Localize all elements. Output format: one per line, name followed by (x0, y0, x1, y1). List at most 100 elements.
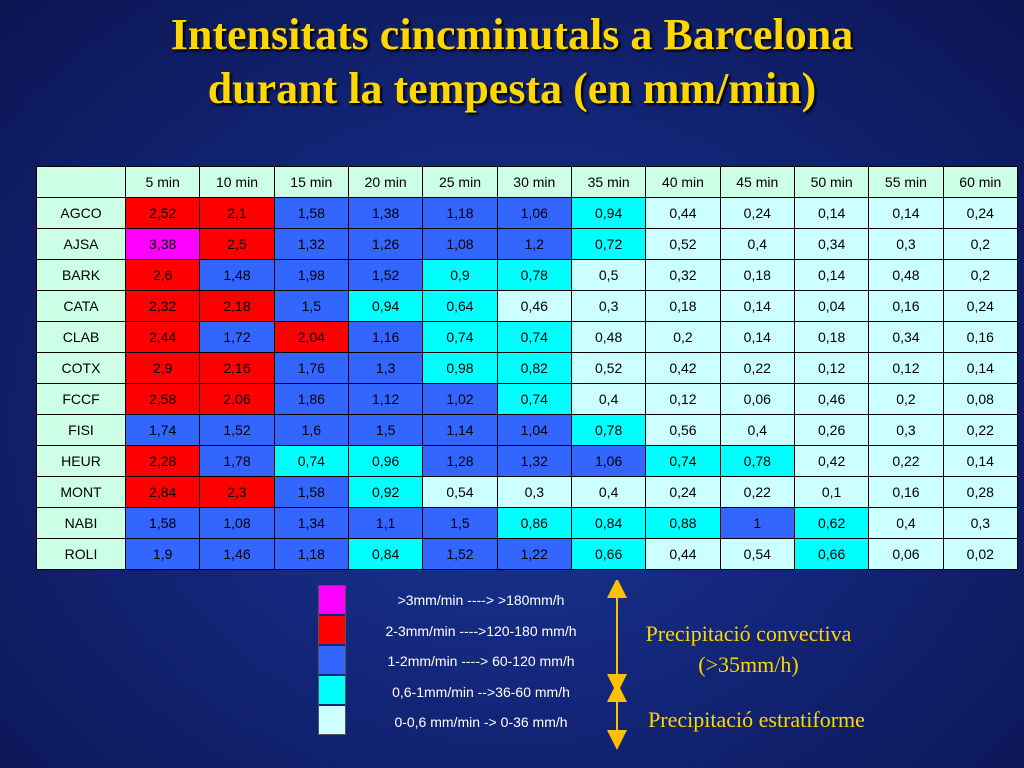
station-label: AGCO (36, 197, 126, 229)
table-cell: 1,78 (199, 445, 275, 477)
table-cell: 0,42 (793, 445, 870, 477)
table-cell: 0,56 (645, 414, 721, 446)
table-row: AGCO 2,52 2,1 1,58 1,38 1,18 1,06 0,94 0,44 0,24 0… (36, 197, 1019, 229)
table-cell: 2,18 (199, 290, 275, 322)
table-cell: 0,84 (570, 507, 647, 539)
table-cell: 0,22 (942, 414, 1019, 446)
table-cell: 2,04 (273, 321, 349, 353)
table-row: BARK 2,6 1,48 1,98 1,52 0,9 0,78 0,5 0,32 0,18 0,1… (36, 259, 1019, 291)
table-cell: 1,58 (273, 197, 349, 229)
table-cell: 0,54 (719, 538, 795, 570)
table-cell: 1,26 (347, 228, 424, 260)
column-header: 30 min (496, 166, 572, 198)
table-cell: 3,38 (124, 228, 201, 260)
legend-label: 2-3mm/min ---->120-180 mm/h (385, 622, 577, 639)
table-cell: 1,5 (347, 414, 424, 446)
table-cell: 0,34 (793, 228, 870, 260)
table-cell: 1,34 (273, 507, 349, 539)
column-header: 25 min (422, 166, 498, 198)
table-cell: 0,98 (422, 352, 498, 384)
table-cell: 0,96 (347, 445, 424, 477)
table-cell: 0,24 (719, 197, 795, 229)
table-cell: 1,76 (273, 352, 349, 384)
table-cell: 2,3 (199, 476, 275, 508)
table-cell: 0,28 (942, 476, 1019, 508)
bracket-arrows (607, 580, 627, 750)
table-row: COTX 2,9 2,16 1,76 1,3 0,98 0,82 0,52 0,42 0,22 0,… (36, 352, 1019, 384)
table-cell: 1,6 (273, 414, 349, 446)
table-cell: 0,3 (942, 507, 1019, 539)
table-cell: 0,3 (868, 228, 944, 260)
table-cell: 0,18 (645, 290, 721, 322)
stratiform-note: Precipitació estratiforme (648, 707, 865, 732)
table-cell: 0,04 (793, 290, 870, 322)
table-cell: 0,3 (496, 476, 572, 508)
table-cell: 0,74 (496, 383, 572, 415)
table-cell: 1,1 (347, 507, 424, 539)
station-label: HEUR (36, 445, 126, 477)
legend-label: 0-0,6 mm/min -> 0-36 mm/h (394, 714, 568, 731)
table-cell: 2,32 (124, 290, 201, 322)
station-label: CATA (36, 290, 126, 322)
table-cell: 2,44 (124, 321, 201, 353)
table-cell: 0,14 (942, 352, 1019, 384)
table-cell: 0,24 (645, 476, 721, 508)
column-header: 35 min (570, 166, 647, 198)
table-cell: 0,12 (868, 352, 944, 384)
table-cell: 0,74 (273, 445, 349, 477)
station-label: AJSA (36, 228, 126, 260)
legend-swatch (319, 676, 345, 706)
table-cell: 0,32 (645, 259, 721, 291)
table-cell: 1,02 (422, 383, 498, 415)
station-label: ROLI (36, 538, 126, 570)
table-cell: 0,44 (645, 197, 721, 229)
table-cell: 0,64 (422, 290, 498, 322)
table-cell: 0,06 (868, 538, 944, 570)
table-cell: 0,16 (868, 290, 944, 322)
table-cell: 0,82 (496, 352, 572, 384)
station-label: CLAB (36, 321, 126, 353)
table-cell: 0,48 (868, 259, 944, 291)
table-cell: 1,08 (422, 228, 498, 260)
table-cell: 1,32 (496, 445, 572, 477)
table-cell: 0,4 (719, 228, 795, 260)
table-cell: 1,06 (570, 445, 647, 477)
table-cell: 0,22 (868, 445, 944, 477)
table-cell: 0,72 (570, 228, 647, 260)
table-cell: 0,88 (645, 507, 721, 539)
column-header: 5 min (124, 166, 201, 198)
table-cell: 1,08 (199, 507, 275, 539)
legend-label: 1-2mm/min ----> 60-120 mm/h (387, 653, 575, 670)
table-row: FCCF 2,58 2,06 1,86 1,12 1,02 0,74 0,4 0,12 0,06 0… (36, 383, 1019, 415)
legend-swatch (319, 646, 345, 676)
table-cell: 0,4 (570, 476, 647, 508)
table-cell: 0,52 (645, 228, 721, 260)
table-cell: 1,58 (124, 507, 201, 539)
convective-label: Precipitació convectiva (645, 621, 852, 646)
table-cell: 0,4 (719, 414, 795, 446)
table-cell: 0,16 (942, 321, 1019, 353)
table-row: ROLI 1,9 1,46 1,18 0,84 1,52 1,22 0,66 0,44 0,54 0… (36, 538, 1019, 570)
table-cell: 1,12 (347, 383, 424, 415)
column-header: 15 min (273, 166, 349, 198)
table-row: MONT 2,84 2,3 1,58 0,92 0,54 0,3 0,4 0,24 0,22 0,1… (36, 476, 1019, 508)
table-cell: 1,18 (273, 538, 349, 570)
table-cell: 1,9 (124, 538, 201, 570)
table-cell: 2,28 (124, 445, 201, 477)
table-cell: 0,84 (347, 538, 424, 570)
table-cell: 2,16 (199, 352, 275, 384)
column-header: 55 min (868, 166, 944, 198)
table-cell: 0,54 (422, 476, 498, 508)
station-label: MONT (36, 476, 126, 508)
table-cell: 0,42 (645, 352, 721, 384)
table-cell: 1,5 (273, 290, 349, 322)
table-cell: 0,14 (719, 290, 795, 322)
table-cell: 1,32 (273, 228, 349, 260)
table-row: FISI 1,74 1,52 1,6 1,5 1,14 1,04 0,78 0,56 0,4 0,2… (36, 414, 1019, 446)
title-line-2: durant la tempesta (en mm/min) (207, 64, 817, 113)
table-cell: 0,1 (793, 476, 870, 508)
station-label: BARK (36, 259, 126, 291)
legend-swatch (319, 616, 345, 646)
table-cell: 0,16 (868, 476, 944, 508)
table-cell: 0,78 (719, 445, 795, 477)
